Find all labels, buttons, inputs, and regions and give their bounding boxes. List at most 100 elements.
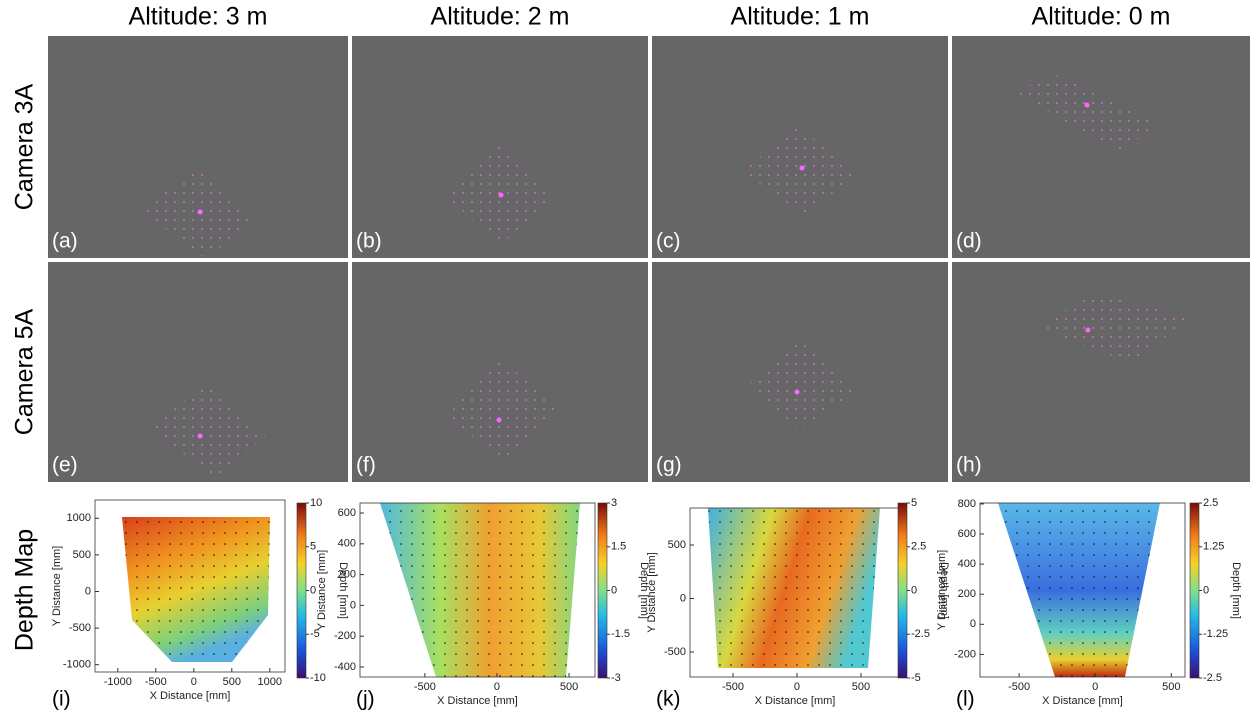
grid-center [197, 209, 203, 215]
y-axis-label: Y Distance [mm] [316, 550, 328, 631]
y-tick-label: 0 [970, 618, 976, 630]
x-tick-label: 500 [852, 681, 870, 693]
x-tick-label: 500 [1162, 681, 1180, 693]
colorbar-tick-label: 10 [310, 497, 322, 509]
colorbar-tick-label: 2.5 [1203, 497, 1218, 509]
colorbar-tick-label: 0 [1203, 584, 1209, 596]
grid-center [799, 165, 805, 171]
y-tick-label: 500 [668, 539, 686, 551]
colorbar-tick-label: 1.5 [611, 541, 626, 553]
y-tick-label: -400 [334, 661, 356, 673]
y-tick-label: -500 [664, 646, 686, 658]
calibration-grid [742, 125, 855, 215]
panel-label: (b) [356, 230, 382, 253]
y-tick-label: 500 [73, 549, 91, 561]
row-title: Depth Map [11, 529, 39, 651]
panel-label: (j) [356, 688, 375, 711]
calibration-grid [448, 358, 560, 465]
y-tick-label: -200 [334, 630, 356, 642]
colorbar-tick-label: 0 [611, 584, 617, 596]
panel-label: (a) [52, 230, 78, 253]
colorbar-tick-label: -10 [310, 672, 326, 684]
plot-frame [359, 502, 596, 678]
y-axis-label: Y Distance [mm] [936, 550, 948, 631]
measurement-points [122, 517, 270, 662]
x-axis-label: X Distance [mm] [150, 690, 231, 702]
y-tick-label: 0 [350, 599, 356, 611]
row-title: Camera 3A [11, 83, 39, 210]
colorbar-label: Depth [mm] [337, 562, 349, 619]
grid-center [496, 417, 502, 423]
colorbar-tick-label: -3 [611, 672, 621, 684]
grid-center [197, 433, 203, 439]
grid-center [794, 389, 800, 395]
measurement-points [708, 508, 880, 668]
camera-image [952, 36, 1250, 258]
x-axis-label: X Distance [mm] [437, 695, 518, 707]
column-title: Altitude: 0 m [1032, 3, 1171, 31]
x-tick-label: -1000 [104, 676, 132, 688]
y-axis-label: Y Distance [mm] [646, 552, 658, 633]
colorbar [1189, 502, 1200, 679]
grid-center [1085, 327, 1091, 333]
y-axis-label: Y Distance [mm] [51, 546, 63, 627]
y-tick-label: 600 [338, 507, 356, 519]
panel-label: (d) [956, 230, 982, 253]
panel-label: (k) [656, 688, 681, 711]
colorbar-tick-label: -2.5 [911, 628, 930, 640]
grid-center [1084, 102, 1090, 108]
plot-frame [979, 502, 1186, 678]
grid-center [498, 192, 504, 198]
y-tick-label: -200 [954, 648, 976, 660]
x-tick-label: 0 [494, 681, 500, 693]
colorbar-tick-label: 0 [310, 584, 316, 596]
plot-frame [94, 499, 286, 673]
x-tick-label: -500 [414, 681, 436, 693]
colorbar-tick-label: 0 [911, 584, 917, 596]
x-tick-label: 0 [794, 681, 800, 693]
colorbar-tick-label: -1.5 [611, 628, 630, 640]
column-title: Altitude: 3 m [129, 3, 268, 31]
colorbar-tick-label: -1.25 [1203, 628, 1228, 640]
x-tick-label: 500 [560, 681, 578, 693]
x-tick-label: -500 [145, 676, 167, 688]
calibration-grid [140, 168, 255, 258]
x-axis-label: X Distance [mm] [755, 695, 836, 707]
y-tick-label: 0 [680, 592, 686, 604]
colorbar-tick-label: 5 [911, 497, 917, 509]
colorbar [897, 502, 908, 679]
panel-label: (e) [52, 454, 78, 477]
x-tick-label: -500 [1008, 681, 1030, 693]
panel-label: (c) [656, 230, 681, 253]
y-tick-label: 200 [958, 588, 976, 600]
y-tick-label: 1000 [67, 512, 91, 524]
x-tick-label: 0 [191, 676, 197, 688]
calibration-grid [1010, 75, 1160, 150]
y-tick-label: 400 [958, 558, 976, 570]
measurement-points [380, 503, 580, 677]
colorbar-tick-label: 2.5 [911, 541, 926, 553]
row-title: Camera 5A [11, 308, 39, 435]
panel-label: (l) [956, 688, 975, 711]
y-tick-label: 800 [958, 498, 976, 510]
panel-label: (i) [52, 688, 71, 711]
colorbar-tick-label: 1.25 [1203, 541, 1224, 553]
y-tick-label: 400 [338, 538, 356, 550]
panel-label: (g) [656, 454, 682, 477]
x-tick-label: 1000 [258, 676, 282, 688]
y-tick-label: 600 [958, 528, 976, 540]
panel-label: (f) [356, 454, 376, 477]
x-tick-label: 500 [223, 676, 241, 688]
y-tick-label: 200 [338, 569, 356, 581]
colorbar [597, 502, 608, 679]
panel-label: (h) [956, 454, 982, 477]
colorbar-label: Depth [mm] [938, 562, 950, 619]
colorbar-tick-label: -5 [310, 628, 320, 640]
colorbar-label: Depth [mm] [1230, 562, 1242, 619]
column-title: Altitude: 2 m [431, 3, 570, 31]
y-tick-label: 0 [85, 585, 91, 597]
x-tick-label: -500 [722, 681, 744, 693]
colorbar-tick-label: -2.5 [1203, 672, 1222, 684]
calibration-grid [1040, 292, 1192, 362]
